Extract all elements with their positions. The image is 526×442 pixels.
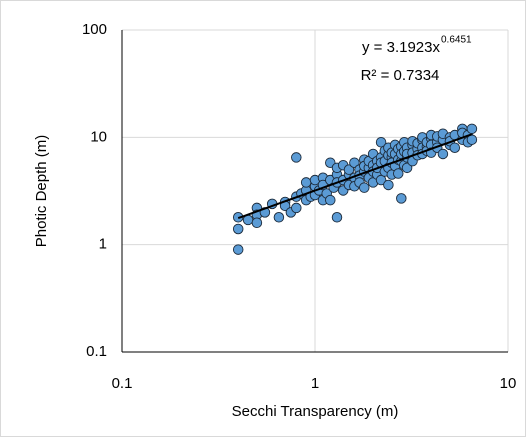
scatter-point	[325, 194, 336, 206]
scatter-point	[291, 202, 302, 214]
y-tick-label: 0.1	[86, 343, 107, 360]
y-tick-label: 1	[99, 236, 107, 253]
scatter-point	[396, 193, 407, 204]
scatter-point	[437, 148, 449, 160]
scatter-point	[466, 123, 478, 135]
scatter-point	[375, 174, 387, 186]
trendline-equation: y = 3.1923x	[362, 39, 440, 56]
trendline-exponent: 0.6451	[441, 35, 472, 46]
scatter-point	[349, 157, 360, 168]
x-tick-label: 0.1	[112, 375, 133, 392]
scatter-point	[375, 136, 387, 148]
scatter-point	[232, 223, 244, 235]
scatter-point	[331, 212, 343, 223]
x-tick-label: 10	[500, 375, 517, 392]
scatter-point	[232, 244, 244, 255]
scatter-point	[251, 217, 263, 229]
scatter-point	[383, 179, 394, 191]
trendline	[237, 133, 473, 220]
scatter-point	[393, 168, 404, 179]
scatter-point	[449, 142, 461, 153]
scatter-point	[300, 177, 312, 188]
x-tick-label: 1	[311, 375, 319, 392]
scatter-point	[273, 212, 285, 223]
x-axis-label: Secchi Transparency (m)	[232, 403, 399, 420]
y-tick-label: 100	[82, 21, 107, 38]
y-axis-label: Photic Depth (m)	[33, 135, 50, 248]
y-tick-label: 10	[90, 128, 107, 145]
trendline-r-squared: R² = 0.7334	[361, 67, 440, 84]
scatter-point	[291, 152, 302, 163]
scatter-point	[343, 164, 355, 175]
scatter-point	[359, 182, 370, 193]
